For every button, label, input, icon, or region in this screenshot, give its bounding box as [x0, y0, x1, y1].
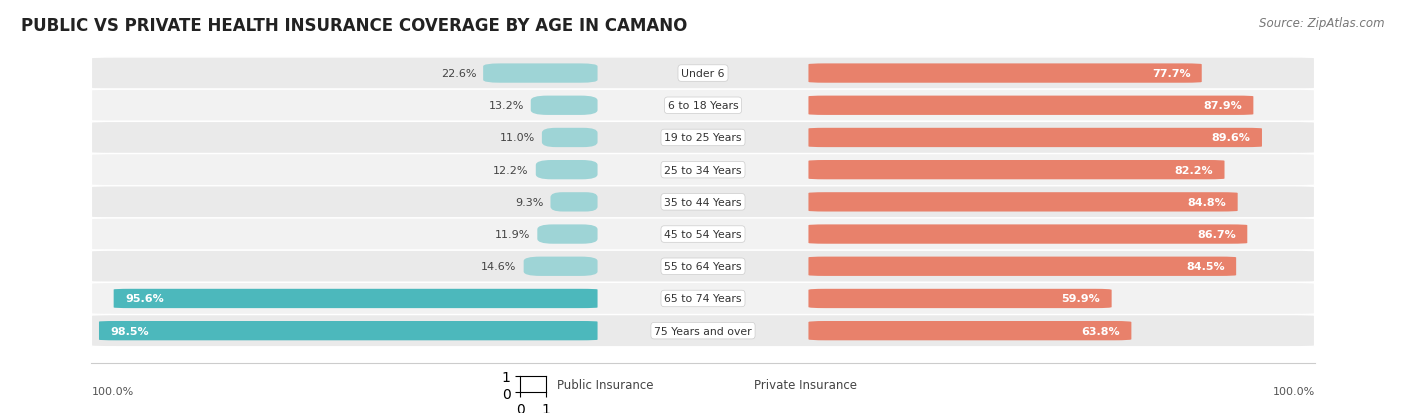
FancyBboxPatch shape [91, 58, 1315, 90]
Text: 55 to 64 Years: 55 to 64 Years [664, 261, 742, 272]
Text: 13.2%: 13.2% [488, 101, 523, 111]
Text: 82.2%: 82.2% [1174, 165, 1213, 175]
FancyBboxPatch shape [91, 90, 1315, 122]
FancyBboxPatch shape [91, 282, 1315, 315]
Text: 6 to 18 Years: 6 to 18 Years [668, 101, 738, 111]
Text: 22.6%: 22.6% [440, 69, 477, 79]
Text: Private Insurance: Private Insurance [754, 377, 856, 391]
Text: Under 6: Under 6 [682, 69, 724, 79]
FancyBboxPatch shape [551, 193, 598, 212]
FancyBboxPatch shape [91, 315, 1315, 347]
Text: 84.5%: 84.5% [1187, 261, 1225, 272]
Text: 14.6%: 14.6% [481, 261, 516, 272]
FancyBboxPatch shape [808, 321, 1132, 340]
FancyBboxPatch shape [530, 96, 598, 116]
Text: Source: ZipAtlas.com: Source: ZipAtlas.com [1260, 17, 1385, 29]
Text: 86.7%: 86.7% [1198, 230, 1236, 240]
FancyBboxPatch shape [536, 161, 598, 180]
FancyBboxPatch shape [808, 64, 1202, 83]
FancyBboxPatch shape [537, 225, 598, 244]
Text: 87.9%: 87.9% [1204, 101, 1241, 111]
FancyBboxPatch shape [808, 161, 1225, 180]
Text: 11.9%: 11.9% [495, 230, 530, 240]
Text: 19 to 25 Years: 19 to 25 Years [664, 133, 742, 143]
Text: 75 Years and over: 75 Years and over [654, 326, 752, 336]
Text: 45 to 54 Years: 45 to 54 Years [664, 230, 742, 240]
FancyBboxPatch shape [808, 96, 1253, 116]
FancyBboxPatch shape [523, 257, 598, 276]
Text: 35 to 44 Years: 35 to 44 Years [664, 197, 742, 207]
FancyBboxPatch shape [91, 122, 1315, 154]
Text: 11.0%: 11.0% [499, 133, 534, 143]
FancyBboxPatch shape [808, 289, 1112, 309]
FancyBboxPatch shape [114, 289, 598, 309]
Text: 59.9%: 59.9% [1062, 294, 1101, 304]
FancyBboxPatch shape [541, 128, 598, 148]
FancyBboxPatch shape [484, 64, 598, 83]
Text: 65 to 74 Years: 65 to 74 Years [664, 294, 742, 304]
FancyBboxPatch shape [808, 193, 1237, 212]
Text: 95.6%: 95.6% [125, 294, 163, 304]
Text: 12.2%: 12.2% [494, 165, 529, 175]
Text: 89.6%: 89.6% [1212, 133, 1251, 143]
FancyBboxPatch shape [808, 257, 1236, 276]
Text: 63.8%: 63.8% [1081, 326, 1121, 336]
FancyBboxPatch shape [808, 128, 1263, 148]
Text: 100.0%: 100.0% [91, 387, 134, 396]
FancyBboxPatch shape [91, 154, 1315, 186]
FancyBboxPatch shape [91, 186, 1315, 218]
Text: 9.3%: 9.3% [515, 197, 544, 207]
Text: 98.5%: 98.5% [110, 326, 149, 336]
Text: PUBLIC VS PRIVATE HEALTH INSURANCE COVERAGE BY AGE IN CAMANO: PUBLIC VS PRIVATE HEALTH INSURANCE COVER… [21, 17, 688, 34]
Text: 84.8%: 84.8% [1188, 197, 1226, 207]
FancyBboxPatch shape [91, 218, 1315, 251]
FancyBboxPatch shape [98, 321, 598, 340]
Text: 77.7%: 77.7% [1152, 69, 1191, 79]
Text: 25 to 34 Years: 25 to 34 Years [664, 165, 742, 175]
FancyBboxPatch shape [808, 225, 1247, 244]
Text: 100.0%: 100.0% [1272, 387, 1315, 396]
Text: Public Insurance: Public Insurance [557, 377, 654, 391]
FancyBboxPatch shape [91, 251, 1315, 282]
